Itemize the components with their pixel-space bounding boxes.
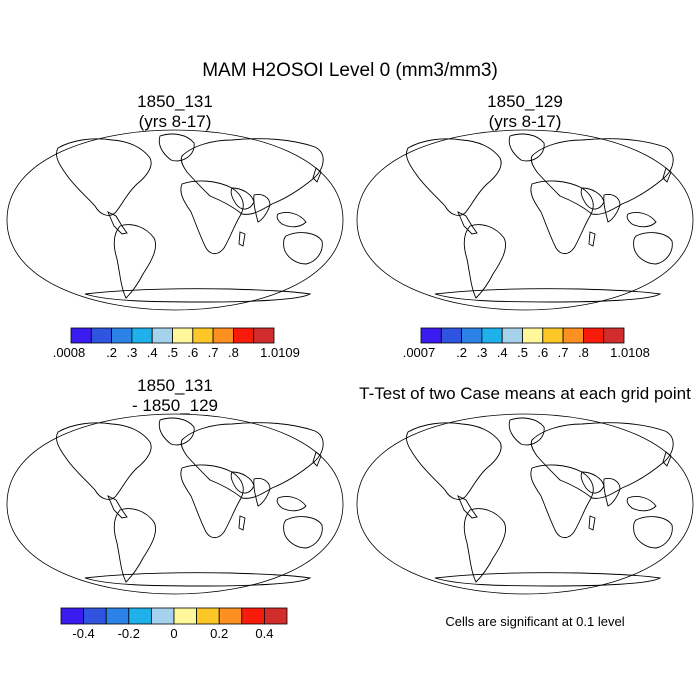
colorbar-tick-label: .0007 xyxy=(403,345,436,360)
significance-note: Cells are significant at 0.1 level xyxy=(445,614,625,629)
colorbar-box xyxy=(542,327,564,344)
colorbar-box xyxy=(232,327,255,344)
globe-outline xyxy=(356,129,694,311)
colorbar-tick-label: .3 xyxy=(476,345,487,360)
colorbar-panel1: .0008 .2 .3 .4 .5 .6 .7 .8 1.0109 xyxy=(53,327,300,360)
colorbar-tick-label: .7 xyxy=(558,345,569,360)
colorbar-tick-label: .0008 xyxy=(53,345,86,360)
colorbar-tick-label: 0 xyxy=(170,626,177,641)
colorbar-tick-label: .2 xyxy=(106,345,117,360)
colorbar-box xyxy=(111,327,133,344)
colorbar-tick-label: 0.4 xyxy=(255,626,273,641)
colorbar-box xyxy=(481,327,503,344)
panel1-title: 1850_131 xyxy=(137,92,213,111)
panel3-subtitle: - 1850_129 xyxy=(131,396,219,415)
colorbar-box xyxy=(583,327,605,344)
colorbar-box xyxy=(128,607,152,625)
colorbar-box xyxy=(420,327,442,344)
figure-title: MAM H2OSOI Level 0 (mm3/mm3) xyxy=(202,60,498,81)
colorbar-tick-label: 1.0109 xyxy=(260,345,300,360)
colorbar-box xyxy=(83,607,107,625)
colorbar-tick-label: .8 xyxy=(578,345,589,360)
map-panel-ttest xyxy=(356,413,694,595)
colorbar-box xyxy=(192,327,214,344)
colorbar-box xyxy=(90,327,113,344)
colorbar-box xyxy=(253,327,275,344)
panel2-subtitle: (yrs 8-17) xyxy=(488,112,562,131)
panel2-title: 1850_129 xyxy=(487,92,563,111)
colorbar-tick-label: .7 xyxy=(208,345,219,360)
panel3-title: 1850_131 xyxy=(137,376,213,395)
colorbar-tick-label: .4 xyxy=(147,345,158,360)
panel4-title: T-Test of two Case means at each grid po… xyxy=(359,384,691,403)
colorbar-box xyxy=(150,607,175,625)
colorbar-box xyxy=(172,327,194,344)
colorbar-tick-label: .8 xyxy=(228,345,239,360)
colorbar-box xyxy=(212,327,234,344)
globe-outline xyxy=(6,413,344,595)
colorbar-tick-label: .6 xyxy=(537,345,548,360)
colorbar-box xyxy=(461,327,483,344)
colorbar-box xyxy=(60,607,85,625)
colorbar-box xyxy=(241,607,265,625)
colorbar-tick-label: -0.4 xyxy=(72,626,94,641)
colorbar-box xyxy=(131,327,153,344)
colorbar-box xyxy=(440,327,462,344)
colorbar-tick-label: .2 xyxy=(456,345,467,360)
colorbar-tick-label: .5 xyxy=(167,345,178,360)
colorbar-box xyxy=(218,607,243,625)
panel1-subtitle: (yrs 8-17) xyxy=(138,112,212,131)
colorbar-tick-label: .4 xyxy=(497,345,508,360)
map-panel-1850-131 xyxy=(6,129,344,311)
colorbar-box xyxy=(105,607,130,625)
map-panel-1850-129 xyxy=(356,129,694,311)
colorbar-box xyxy=(501,327,523,344)
colorbar-difference: -0.4 -0.2 0 0.2 0.4 xyxy=(60,607,288,641)
globe-outline xyxy=(356,413,694,595)
colorbar-box xyxy=(263,607,288,625)
colorbar-tick-label: 0.2 xyxy=(210,626,228,641)
colorbar-tick-label: -0.2 xyxy=(118,626,140,641)
colorbar-box xyxy=(70,327,92,344)
colorbar-panel2: .0007 .2 .3 .4 .5 .6 .7 .8 1.0108 xyxy=(403,327,650,360)
colorbar-box xyxy=(562,327,584,344)
colorbar-box xyxy=(151,327,173,344)
map-panel-difference xyxy=(6,413,344,595)
colorbar-box xyxy=(173,607,198,625)
colorbar-tick-label: 1.0108 xyxy=(610,345,650,360)
colorbar-tick-label: .3 xyxy=(126,345,137,360)
colorbar-box xyxy=(196,607,220,625)
colorbar-box xyxy=(603,327,625,344)
colorbar-tick-label: .6 xyxy=(187,345,198,360)
globe-outline xyxy=(6,129,344,311)
colorbar-tick-label: .5 xyxy=(517,345,528,360)
colorbar-box xyxy=(522,327,544,344)
